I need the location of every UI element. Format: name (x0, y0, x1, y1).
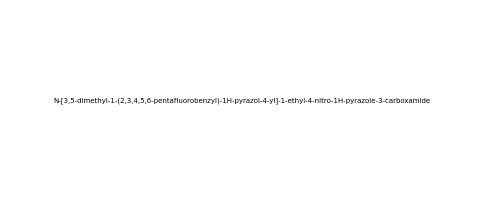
Text: N-[3,5-dimethyl-1-(2,3,4,5,6-pentafluorobenzyl)-1H-pyrazol-4-yl]-1-ethyl-4-nitro: N-[3,5-dimethyl-1-(2,3,4,5,6-pentafluoro… (53, 97, 430, 103)
